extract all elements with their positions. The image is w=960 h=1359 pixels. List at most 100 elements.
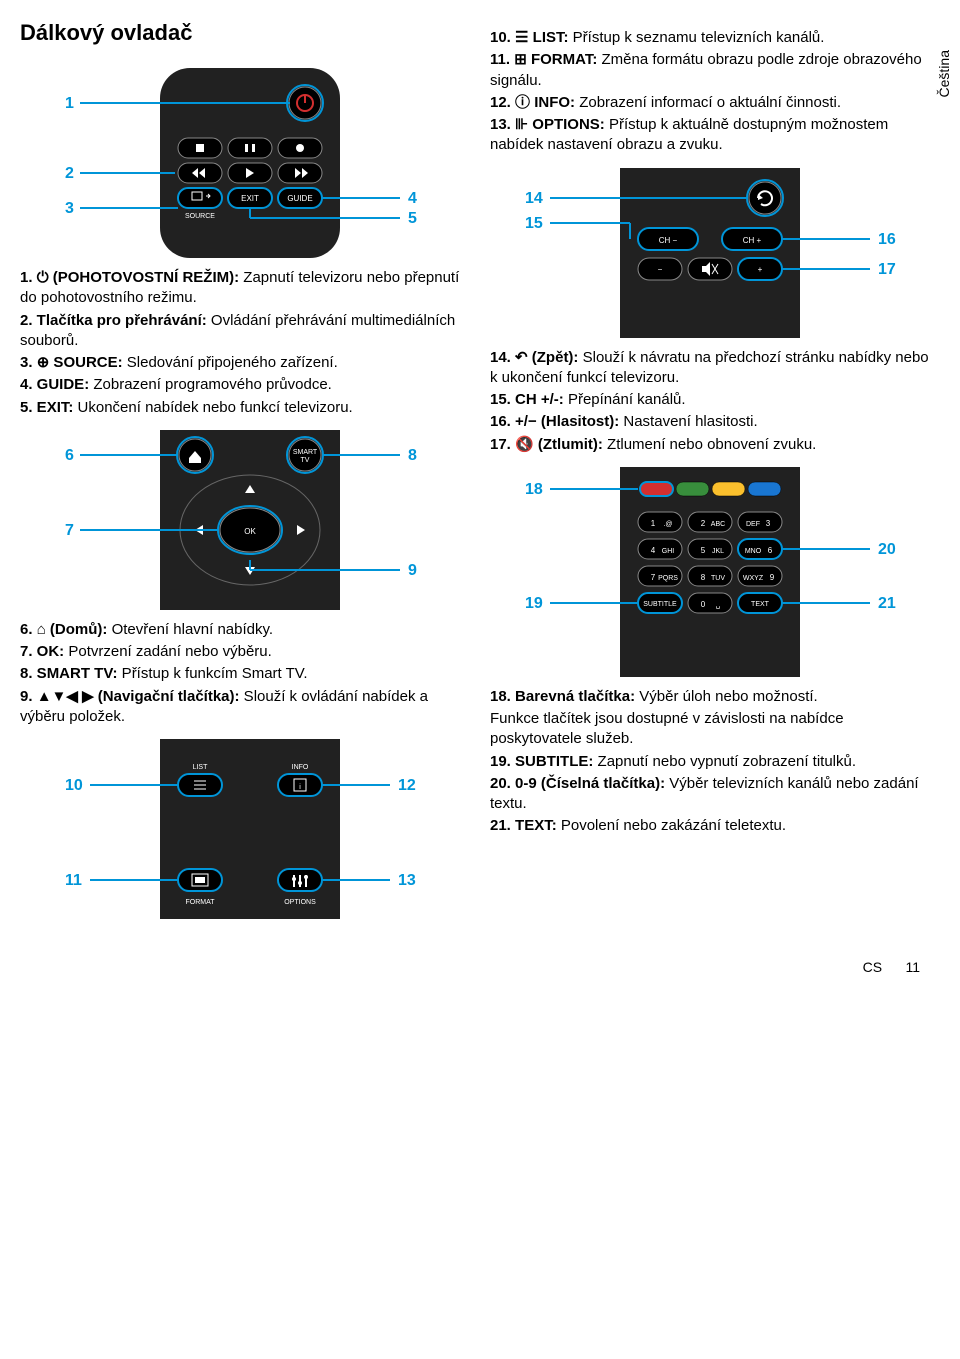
footer-page: 11 (905, 959, 920, 975)
remote-diagram-4: CH − CH + − + 14 15 16 17 (510, 168, 910, 338)
svg-text:OK: OK (244, 527, 256, 536)
svg-text:20: 20 (878, 541, 896, 558)
desc-list-1: 1. ⏻ (POHOTOVOSTNÍ REŽIM): Zapnutí telev… (20, 268, 460, 418)
source-icon: ⊕ (37, 354, 50, 371)
svg-text:JKL: JKL (712, 548, 724, 555)
svg-text:SUBTITLE: SUBTITLE (643, 601, 677, 608)
desc-1: 1. ⏻ (POHOTOVOSTNÍ REŽIM): Zapnutí telev… (20, 268, 460, 309)
desc-4: 4. GUIDE: Zobrazení programového průvodc… (20, 375, 460, 395)
options-icon: ⊪ (515, 116, 528, 133)
svg-text:DEF: DEF (746, 521, 760, 528)
home-icon: ⌂ (37, 621, 46, 638)
svg-text:2: 2 (701, 519, 706, 528)
nav-icon: ▲▼◀ ▶ (37, 688, 94, 705)
desc-13: 13. ⊪ OPTIONS: Přístup k aktuálně dostup… (490, 115, 930, 156)
language-tag: Čeština (936, 50, 952, 97)
svg-text:0: 0 (701, 600, 706, 609)
svg-text:LIST: LIST (193, 764, 209, 771)
desc-17: 17. 🔇 (Ztlumit): Ztlumení nebo obnovení … (490, 435, 930, 455)
desc-8: 8. SMART TV: Přístup k funkcím Smart TV. (20, 664, 460, 684)
svg-text:4: 4 (651, 546, 656, 555)
svg-text:17: 17 (878, 261, 896, 278)
desc-18b: Funkce tlačítek jsou dostupné v závislos… (490, 709, 930, 750)
svg-text:10: 10 (65, 777, 83, 794)
desc-12: 12. ⓘ INFO: Zobrazení informací o aktuál… (490, 93, 930, 113)
svg-text:␣: ␣ (716, 602, 720, 609)
svg-text:12: 12 (398, 777, 416, 794)
svg-text:18: 18 (525, 481, 543, 498)
svg-text:6: 6 (65, 447, 74, 464)
svg-text:13: 13 (398, 872, 416, 889)
svg-text:.@: .@ (663, 521, 672, 528)
desc-6: 6. ⌂ (Domů): Otevření hlavní nabídky. (20, 620, 460, 640)
svg-text:5: 5 (701, 546, 706, 555)
svg-text:21: 21 (878, 595, 896, 612)
desc-list-2: 6. ⌂ (Domů): Otevření hlavní nabídky. 7.… (20, 620, 460, 727)
list-icon: ☰ (515, 29, 528, 46)
desc-5: 5. EXIT: Ukončení nabídek nebo funkcí te… (20, 398, 460, 418)
page-footer: CS 11 (0, 949, 960, 995)
remote-diagram-5: 1.@ 2ABC DEF3 4GHI 5JKL MNO6 7PQRS 8TUV … (510, 467, 910, 677)
svg-text:11: 11 (65, 872, 82, 889)
svg-text:3: 3 (766, 519, 771, 528)
desc-7: 7. OK: Potvrzení zadání nebo výběru. (20, 642, 460, 662)
svg-text:16: 16 (878, 231, 896, 248)
svg-text:14: 14 (525, 190, 543, 207)
svg-text:1: 1 (65, 95, 74, 112)
svg-text:+: + (758, 265, 763, 274)
desc-18: 18. Barevná tlačítka: Výběr úloh nebo mo… (490, 687, 930, 707)
svg-text:−: − (658, 265, 663, 274)
format-icon: ⊞ (514, 51, 527, 68)
svg-text:8: 8 (408, 447, 417, 464)
svg-text:SMART: SMART (293, 449, 318, 456)
desc-3: 3. ⊕ SOURCE: Sledování připojeného zaříz… (20, 353, 460, 373)
desc-2: 2. Tlačítka pro přehrávání: Ovládání pře… (20, 311, 460, 352)
svg-text:EXIT: EXIT (241, 194, 259, 203)
svg-text:MNO: MNO (745, 548, 762, 555)
svg-text:OPTIONS: OPTIONS (284, 899, 316, 906)
svg-text:19: 19 (525, 595, 543, 612)
svg-text:5: 5 (408, 210, 417, 227)
svg-text:ABC: ABC (711, 521, 725, 528)
desc-19: 19. SUBTITLE: Zapnutí nebo vypnutí zobra… (490, 752, 930, 772)
svg-text:PQRS: PQRS (658, 575, 678, 582)
svg-text:CH +: CH + (743, 236, 762, 245)
desc-10: 10. ☰ LIST: Přístup k seznamu televizníc… (490, 28, 930, 48)
desc-9: 9. ▲▼◀ ▶ (Navigační tlačítka): Slouží k … (20, 687, 460, 728)
svg-text:1: 1 (651, 519, 656, 528)
desc-list-4: 14. ↶ (Zpět): Slouží k návratu na předch… (490, 348, 930, 455)
svg-text:TUV: TUV (711, 575, 725, 582)
desc-11: 11. ⊞ FORMAT: Změna formátu obrazu podle… (490, 50, 930, 91)
desc-15: 15. CH +/-: Přepínání kanálů. (490, 390, 930, 410)
footer-lang: CS (863, 959, 882, 975)
svg-text:TV: TV (301, 457, 310, 464)
svg-text:CH −: CH − (659, 236, 678, 245)
svg-text:6: 6 (768, 546, 773, 555)
info-icon: ⓘ (515, 94, 530, 111)
left-column: Dálkový ovladač SOURCE (20, 20, 460, 929)
svg-text:3: 3 (65, 200, 74, 217)
svg-text:2: 2 (65, 165, 74, 182)
svg-text:7: 7 (65, 522, 74, 539)
svg-text:FORMAT: FORMAT (185, 899, 215, 906)
right-column: 10. ☰ LIST: Přístup k seznamu televizníc… (490, 20, 930, 929)
svg-text:7: 7 (651, 573, 656, 582)
remote-diagram-3: LIST INFO i FORMAT OPTIONS 10 12 11 13 (50, 739, 430, 919)
svg-text:4: 4 (408, 190, 417, 207)
svg-text:15: 15 (525, 215, 543, 232)
back-icon: ↶ (515, 349, 528, 366)
svg-text:SOURCE: SOURCE (185, 213, 215, 220)
svg-text:8: 8 (701, 573, 706, 582)
desc-20: 20. 0-9 (Číselná tlačítka): Výběr televi… (490, 774, 930, 815)
svg-text:9: 9 (770, 573, 775, 582)
desc-21: 21. TEXT: Povolení nebo zakázání teletex… (490, 816, 930, 836)
svg-text:GHI: GHI (662, 548, 675, 555)
page-content: Dálkový ovladač SOURCE (0, 0, 960, 949)
svg-text:WXYZ: WXYZ (743, 575, 764, 582)
desc-list-3: 10. ☰ LIST: Přístup k seznamu televizníc… (490, 28, 930, 156)
page-title: Dálkový ovladač (20, 20, 460, 46)
power-icon: ⏻ (37, 269, 49, 286)
mute-icon: 🔇 (515, 436, 534, 453)
desc-16: 16. +/− (Hlasitost): Nastavení hlasitost… (490, 412, 930, 432)
svg-text:GUIDE: GUIDE (287, 194, 312, 203)
